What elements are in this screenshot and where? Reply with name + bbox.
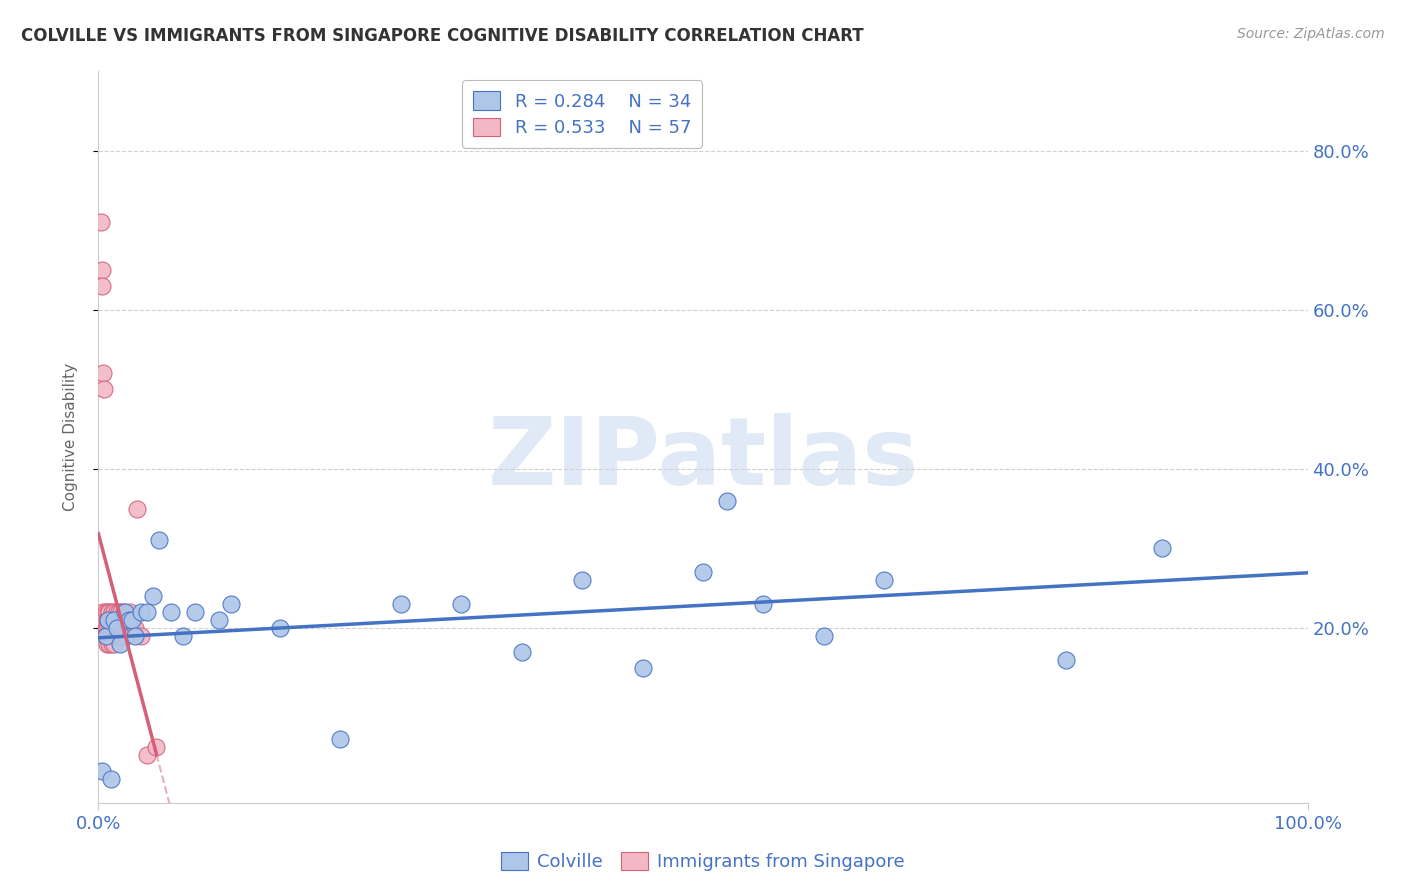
Point	[127, 501, 149, 516]
Point	[142, 589, 165, 603]
Point	[105, 629, 128, 643]
Point	[97, 629, 120, 643]
Point	[118, 605, 141, 619]
Point	[1054, 653, 1077, 667]
Point	[118, 613, 141, 627]
Point	[510, 645, 533, 659]
Point	[129, 629, 152, 643]
Point	[101, 629, 124, 643]
Point	[571, 573, 593, 587]
Point	[148, 533, 170, 548]
Point	[752, 597, 775, 611]
Point	[117, 613, 139, 627]
Point	[94, 621, 117, 635]
Point	[105, 621, 128, 635]
Point	[129, 605, 152, 619]
Point	[692, 566, 714, 580]
Point	[98, 637, 121, 651]
Point	[208, 613, 231, 627]
Point	[91, 621, 114, 635]
Point	[104, 621, 127, 635]
Point	[873, 573, 896, 587]
Point	[96, 637, 118, 651]
Point	[631, 660, 654, 674]
Point	[124, 629, 146, 643]
Point	[100, 605, 122, 619]
Point	[94, 629, 117, 643]
Point	[389, 597, 412, 611]
Point	[91, 605, 114, 619]
Point	[121, 613, 143, 627]
Point	[108, 605, 131, 619]
Point	[94, 605, 117, 619]
Legend: R = 0.284    N = 34, R = 0.533    N = 57: R = 0.284 N = 34, R = 0.533 N = 57	[463, 80, 702, 148]
Point	[107, 621, 129, 635]
Text: COLVILLE VS IMMIGRANTS FROM SINGAPORE COGNITIVE DISABILITY CORRELATION CHART: COLVILLE VS IMMIGRANTS FROM SINGAPORE CO…	[21, 27, 863, 45]
Point	[97, 613, 120, 627]
Point	[184, 605, 207, 619]
Legend: Colville, Immigrants from Singapore: Colville, Immigrants from Singapore	[494, 845, 912, 879]
Point	[111, 613, 134, 627]
Text: Source: ZipAtlas.com: Source: ZipAtlas.com	[1237, 27, 1385, 41]
Point	[118, 621, 141, 635]
Point	[221, 597, 243, 611]
Point	[108, 613, 131, 627]
Point	[91, 279, 114, 293]
Point	[110, 629, 132, 643]
Point	[114, 605, 136, 619]
Point	[114, 621, 136, 635]
Point	[108, 621, 131, 635]
Point	[91, 263, 114, 277]
Point	[93, 613, 115, 627]
Point	[101, 613, 124, 627]
Point	[107, 613, 129, 627]
Point	[100, 621, 122, 635]
Point	[98, 605, 121, 619]
Point	[1152, 541, 1174, 556]
Y-axis label: Cognitive Disability: Cognitive Disability	[63, 363, 77, 511]
Point	[96, 621, 118, 635]
Point	[145, 740, 167, 755]
Point	[112, 605, 135, 619]
Point	[90, 215, 112, 229]
Point	[97, 605, 120, 619]
Point	[111, 621, 134, 635]
Point	[103, 637, 125, 651]
Point	[105, 605, 128, 619]
Point	[124, 621, 146, 635]
Point	[450, 597, 472, 611]
Point	[269, 621, 291, 635]
Point	[101, 621, 124, 635]
Point	[135, 605, 157, 619]
Point	[94, 629, 117, 643]
Point	[172, 629, 194, 643]
Point	[103, 621, 125, 635]
Point	[135, 748, 157, 763]
Point	[716, 493, 738, 508]
Text: ZIPatlas: ZIPatlas	[488, 413, 918, 505]
Point	[110, 605, 132, 619]
Point	[100, 772, 122, 786]
Point	[108, 629, 131, 643]
Point	[813, 629, 835, 643]
Point	[91, 367, 114, 381]
Point	[160, 605, 183, 619]
Point	[91, 764, 114, 778]
Point	[100, 613, 122, 627]
Point	[100, 621, 122, 635]
Point	[108, 637, 131, 651]
Point	[100, 637, 122, 651]
Point	[115, 629, 138, 643]
Point	[96, 613, 118, 627]
Point	[103, 605, 125, 619]
Point	[104, 613, 127, 627]
Point	[93, 383, 115, 397]
Point	[97, 613, 120, 627]
Point	[103, 613, 125, 627]
Point	[100, 629, 122, 643]
Point	[98, 621, 121, 635]
Point	[329, 732, 352, 747]
